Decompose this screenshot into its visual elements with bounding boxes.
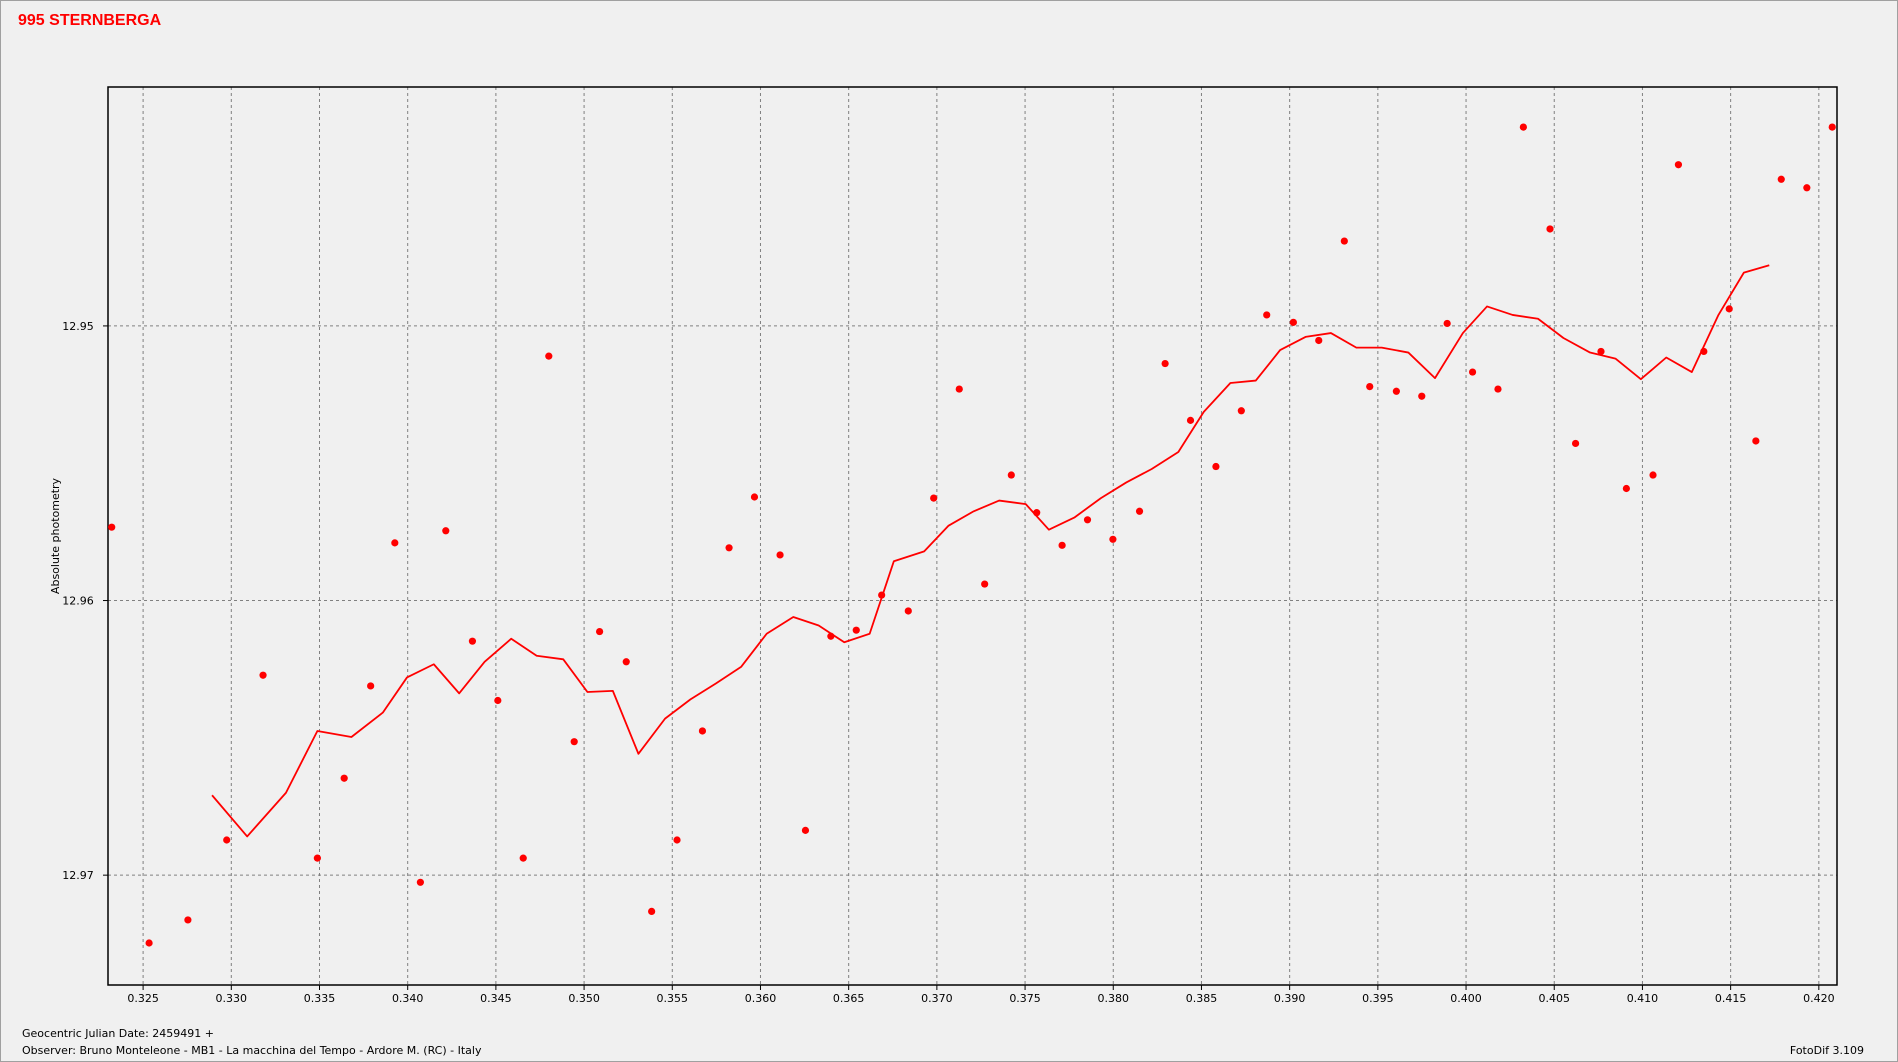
data-point	[367, 682, 375, 690]
x-tick-label: 0.330	[216, 992, 248, 1005]
data-point	[1752, 437, 1760, 445]
x-tick-label: 0.340	[392, 992, 424, 1005]
footer-date: Geocentric Julian Date: 2459491 +	[22, 1027, 214, 1040]
data-point	[1828, 123, 1836, 131]
x-tick-label: 0.360	[745, 992, 777, 1005]
data-point	[1315, 336, 1323, 345]
data-point	[1366, 383, 1374, 391]
y-tick-label: 12.95	[62, 320, 94, 333]
data-point	[416, 878, 424, 886]
data-point	[223, 836, 231, 844]
data-point	[1212, 462, 1220, 471]
data-point	[468, 637, 477, 645]
data-point	[1083, 516, 1092, 524]
data-point	[648, 907, 656, 916]
x-tick-label: 0.325	[127, 992, 159, 1005]
data-point	[673, 836, 681, 844]
data-point	[145, 939, 153, 947]
data-point	[1135, 507, 1144, 515]
chart-title: 995 STERNBERGA	[18, 12, 162, 29]
x-tick-label: 0.345	[480, 992, 512, 1005]
data-point	[1725, 305, 1733, 313]
x-tick-label: 0.400	[1450, 992, 1482, 1005]
data-point	[596, 627, 604, 636]
data-point	[1649, 471, 1657, 479]
data-point	[1289, 318, 1297, 326]
data-point	[1571, 439, 1580, 448]
data-point	[1443, 319, 1451, 328]
data-point	[1777, 175, 1785, 183]
data-point	[1546, 225, 1554, 233]
data-point	[1161, 359, 1169, 368]
x-tick-label: 0.390	[1274, 992, 1306, 1005]
x-tick-label: 0.380	[1098, 992, 1130, 1005]
data-point	[1597, 347, 1605, 356]
data-point	[1674, 161, 1683, 169]
x-tick-label: 0.365	[833, 992, 865, 1005]
data-point	[570, 738, 578, 746]
data-point	[1186, 416, 1195, 424]
data-point	[1803, 184, 1811, 192]
x-tick-label: 0.355	[657, 992, 689, 1005]
data-point	[1622, 484, 1630, 493]
x-tick-label: 0.410	[1627, 992, 1659, 1005]
footer-observer: Observer: Bruno Monteleone - MB1 - La ma…	[22, 1044, 482, 1057]
data-point	[801, 826, 810, 834]
data-point	[1237, 407, 1245, 415]
data-point	[981, 580, 989, 588]
x-tick-label: 0.350	[568, 992, 600, 1005]
data-point	[108, 523, 116, 531]
data-point	[184, 916, 192, 924]
data-point	[904, 607, 912, 615]
x-tick-label: 0.370	[921, 992, 953, 1005]
data-point	[1519, 123, 1527, 131]
data-point	[1263, 311, 1271, 319]
data-point	[519, 854, 527, 862]
y-axis-label: Absolute photometry	[49, 477, 62, 594]
data-point	[391, 539, 399, 547]
data-point	[1392, 387, 1400, 395]
data-point	[313, 854, 321, 862]
x-tick-label: 0.335	[304, 992, 336, 1005]
data-point	[622, 658, 630, 666]
data-point	[776, 551, 784, 559]
footer-software: FotoDif 3.109	[1790, 1044, 1864, 1057]
moving-average-line	[211, 264, 1770, 838]
x-tick-label: 0.395	[1362, 992, 1394, 1005]
data-point	[955, 385, 963, 393]
data-point	[1007, 471, 1015, 479]
x-tick-label: 0.420	[1803, 992, 1835, 1005]
data-point	[1468, 368, 1477, 376]
data-point	[1494, 385, 1502, 393]
data-point	[750, 493, 759, 501]
data-point	[340, 774, 348, 782]
data-point	[852, 626, 860, 634]
x-tick-label: 0.375	[1009, 992, 1041, 1005]
data-point	[1109, 535, 1117, 543]
data-point	[494, 696, 502, 705]
x-tick-label: 0.415	[1715, 992, 1747, 1005]
y-tick-label: 12.96	[62, 595, 94, 608]
y-tick-label: 12.97	[62, 869, 94, 882]
plot-frame	[107, 86, 1838, 986]
data-point	[725, 544, 733, 552]
data-point	[1340, 237, 1348, 245]
data-point	[1058, 541, 1066, 549]
data-point	[442, 527, 450, 535]
x-tick-label: 0.405	[1538, 992, 1570, 1005]
data-point	[545, 352, 553, 360]
x-tick-label: 0.385	[1186, 992, 1218, 1005]
data-point	[1418, 392, 1426, 400]
data-point	[930, 494, 938, 502]
data-point	[259, 671, 267, 679]
data-point	[698, 727, 707, 735]
